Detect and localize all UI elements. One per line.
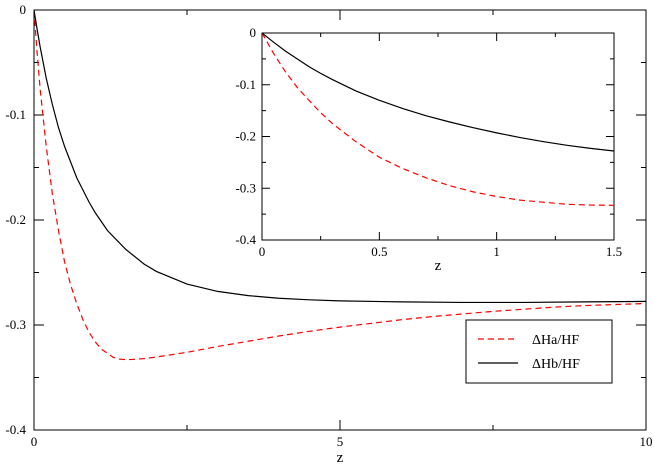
main-x-tick-label: 10 xyxy=(640,434,653,449)
main-series-line-a xyxy=(34,10,646,361)
main-y-tick-label: -0.3 xyxy=(5,317,26,332)
inset-y-tick-label: -0.4 xyxy=(235,232,256,247)
inset-y-tick-label: -0.3 xyxy=(235,180,256,195)
inset-x-tick-label: 0.5 xyxy=(371,244,387,259)
inset-y-tick-label: -0.1 xyxy=(235,77,256,92)
main-y-tick-label: -0.4 xyxy=(5,422,26,437)
legend-entry-label: ΔHb/HF xyxy=(532,357,580,372)
inset-x-tick-label: 1.5 xyxy=(606,244,622,259)
main-x-tick-label: 5 xyxy=(337,434,344,449)
inset-x-tick-label: 0 xyxy=(259,244,266,259)
main-series-line-b xyxy=(34,10,646,304)
inset-series-line-b xyxy=(262,33,614,152)
main-y-tick-label: -0.1 xyxy=(5,107,26,122)
inset-chart: 0 0.5 1 1.5 0 -0.1 -0.2 -0.3 -0.4 z xyxy=(235,25,622,274)
inset-y-tick-label: 0 xyxy=(250,25,257,40)
main-x-axis-title: z xyxy=(337,450,344,466)
legend-box xyxy=(465,319,613,384)
inset-plot-frame xyxy=(261,32,615,241)
main-y-tick-label: -0.2 xyxy=(5,212,26,227)
main-y-tick-label: 0 xyxy=(20,2,27,17)
main-x-tick-label: 0 xyxy=(31,434,38,449)
inset-x-tick-label: 1 xyxy=(493,244,500,259)
legend: ΔHa/HF ΔHb/HF xyxy=(465,319,613,384)
inset-y-tick-label: -0.2 xyxy=(235,129,256,144)
inset-x-axis-title: z xyxy=(435,258,442,274)
legend-entry-label: ΔHa/HF xyxy=(532,333,579,348)
inset-series-line-a xyxy=(262,33,614,206)
